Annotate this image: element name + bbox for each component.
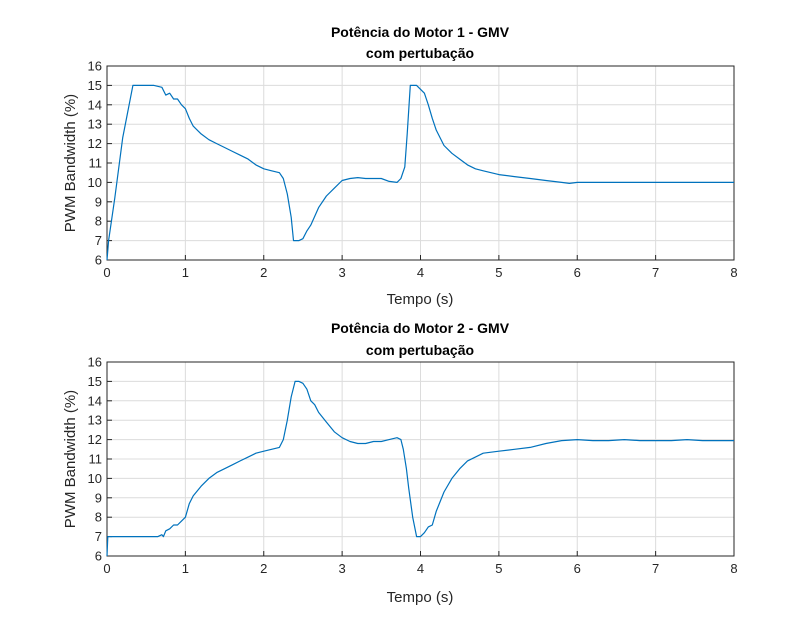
y-tick-label: 15	[88, 374, 102, 389]
y-tick-label: 8	[95, 510, 102, 525]
x-tick-labels: 0 1 2 3 4 5 6 7 8	[103, 255, 738, 280]
y-tick-label: 14	[88, 393, 102, 408]
x-axis-label: Tempo (s)	[387, 589, 454, 606]
y-tick-label: 6	[95, 253, 102, 268]
x-tick-label: 3	[339, 561, 346, 576]
y-tick-label: 8	[95, 214, 102, 229]
x-tick-label: 2	[260, 265, 267, 280]
chart-title: Potência do Motor 2 - GMV	[331, 320, 510, 336]
y-axis-label: PWM Bandwidth (%)	[62, 390, 79, 528]
x-tick-label: 6	[574, 265, 581, 280]
y-tick-label: 7	[95, 233, 102, 248]
y-tick-label: 12	[88, 136, 102, 151]
y-tick-label: 6	[95, 549, 102, 564]
x-tick-label: 5	[495, 561, 502, 576]
y-tick-label: 9	[95, 194, 102, 209]
y-tick-label: 15	[88, 78, 102, 93]
x-tick-label: 6	[574, 561, 581, 576]
subplot-motor-2: Potência do Motor 2 - GMV com pertubação…	[62, 320, 738, 606]
y-tick-label: 7	[95, 529, 102, 544]
y-tick-label: 10	[88, 175, 102, 190]
subplot-motor-1: Potência do Motor 1 - GMV com pertubação…	[62, 24, 738, 308]
y-axis-label: PWM Bandwidth (%)	[62, 94, 79, 232]
chart-subtitle: com pertubação	[366, 45, 474, 61]
x-tick-label: 2	[260, 561, 267, 576]
y-tick-label: 13	[88, 413, 102, 428]
y-tick-label: 9	[95, 490, 102, 505]
x-tick-label: 4	[417, 561, 424, 576]
y-tick-label: 16	[88, 355, 102, 370]
x-tick-label: 7	[652, 265, 659, 280]
x-tick-label: 8	[730, 265, 737, 280]
x-tick-label: 1	[182, 265, 189, 280]
y-tick-label: 10	[88, 471, 102, 486]
chart-title: Potência do Motor 1 - GMV	[331, 24, 510, 40]
x-tick-label: 7	[652, 561, 659, 576]
x-axis-label: Tempo (s)	[387, 291, 454, 308]
x-tick-label: 4	[417, 265, 424, 280]
x-tick-label: 0	[103, 561, 110, 576]
chart-subtitle: com pertubação	[366, 342, 474, 358]
x-tick-label: 3	[339, 265, 346, 280]
x-tick-labels: 0 1 2 3 4 5 6 7 8	[103, 551, 738, 576]
y-tick-label: 14	[88, 97, 102, 112]
y-tick-label: 11	[89, 452, 103, 467]
x-tick-label: 5	[495, 265, 502, 280]
x-tick-label: 0	[103, 265, 110, 280]
x-tick-label: 8	[730, 561, 737, 576]
y-tick-label: 12	[88, 432, 102, 447]
x-tick-label: 1	[182, 561, 189, 576]
series-line	[106, 84, 734, 261]
y-tick-label: 13	[88, 117, 102, 132]
y-tick-label: 16	[88, 59, 102, 74]
y-tick-label: 11	[89, 156, 103, 171]
series-line	[106, 380, 734, 557]
y-tick-labels: 6 7 8 9 10 11 12 13 14 15 16	[88, 59, 112, 268]
y-tick-labels: 6 7 8 9 10 11 12 13 14 15 16	[88, 355, 112, 564]
